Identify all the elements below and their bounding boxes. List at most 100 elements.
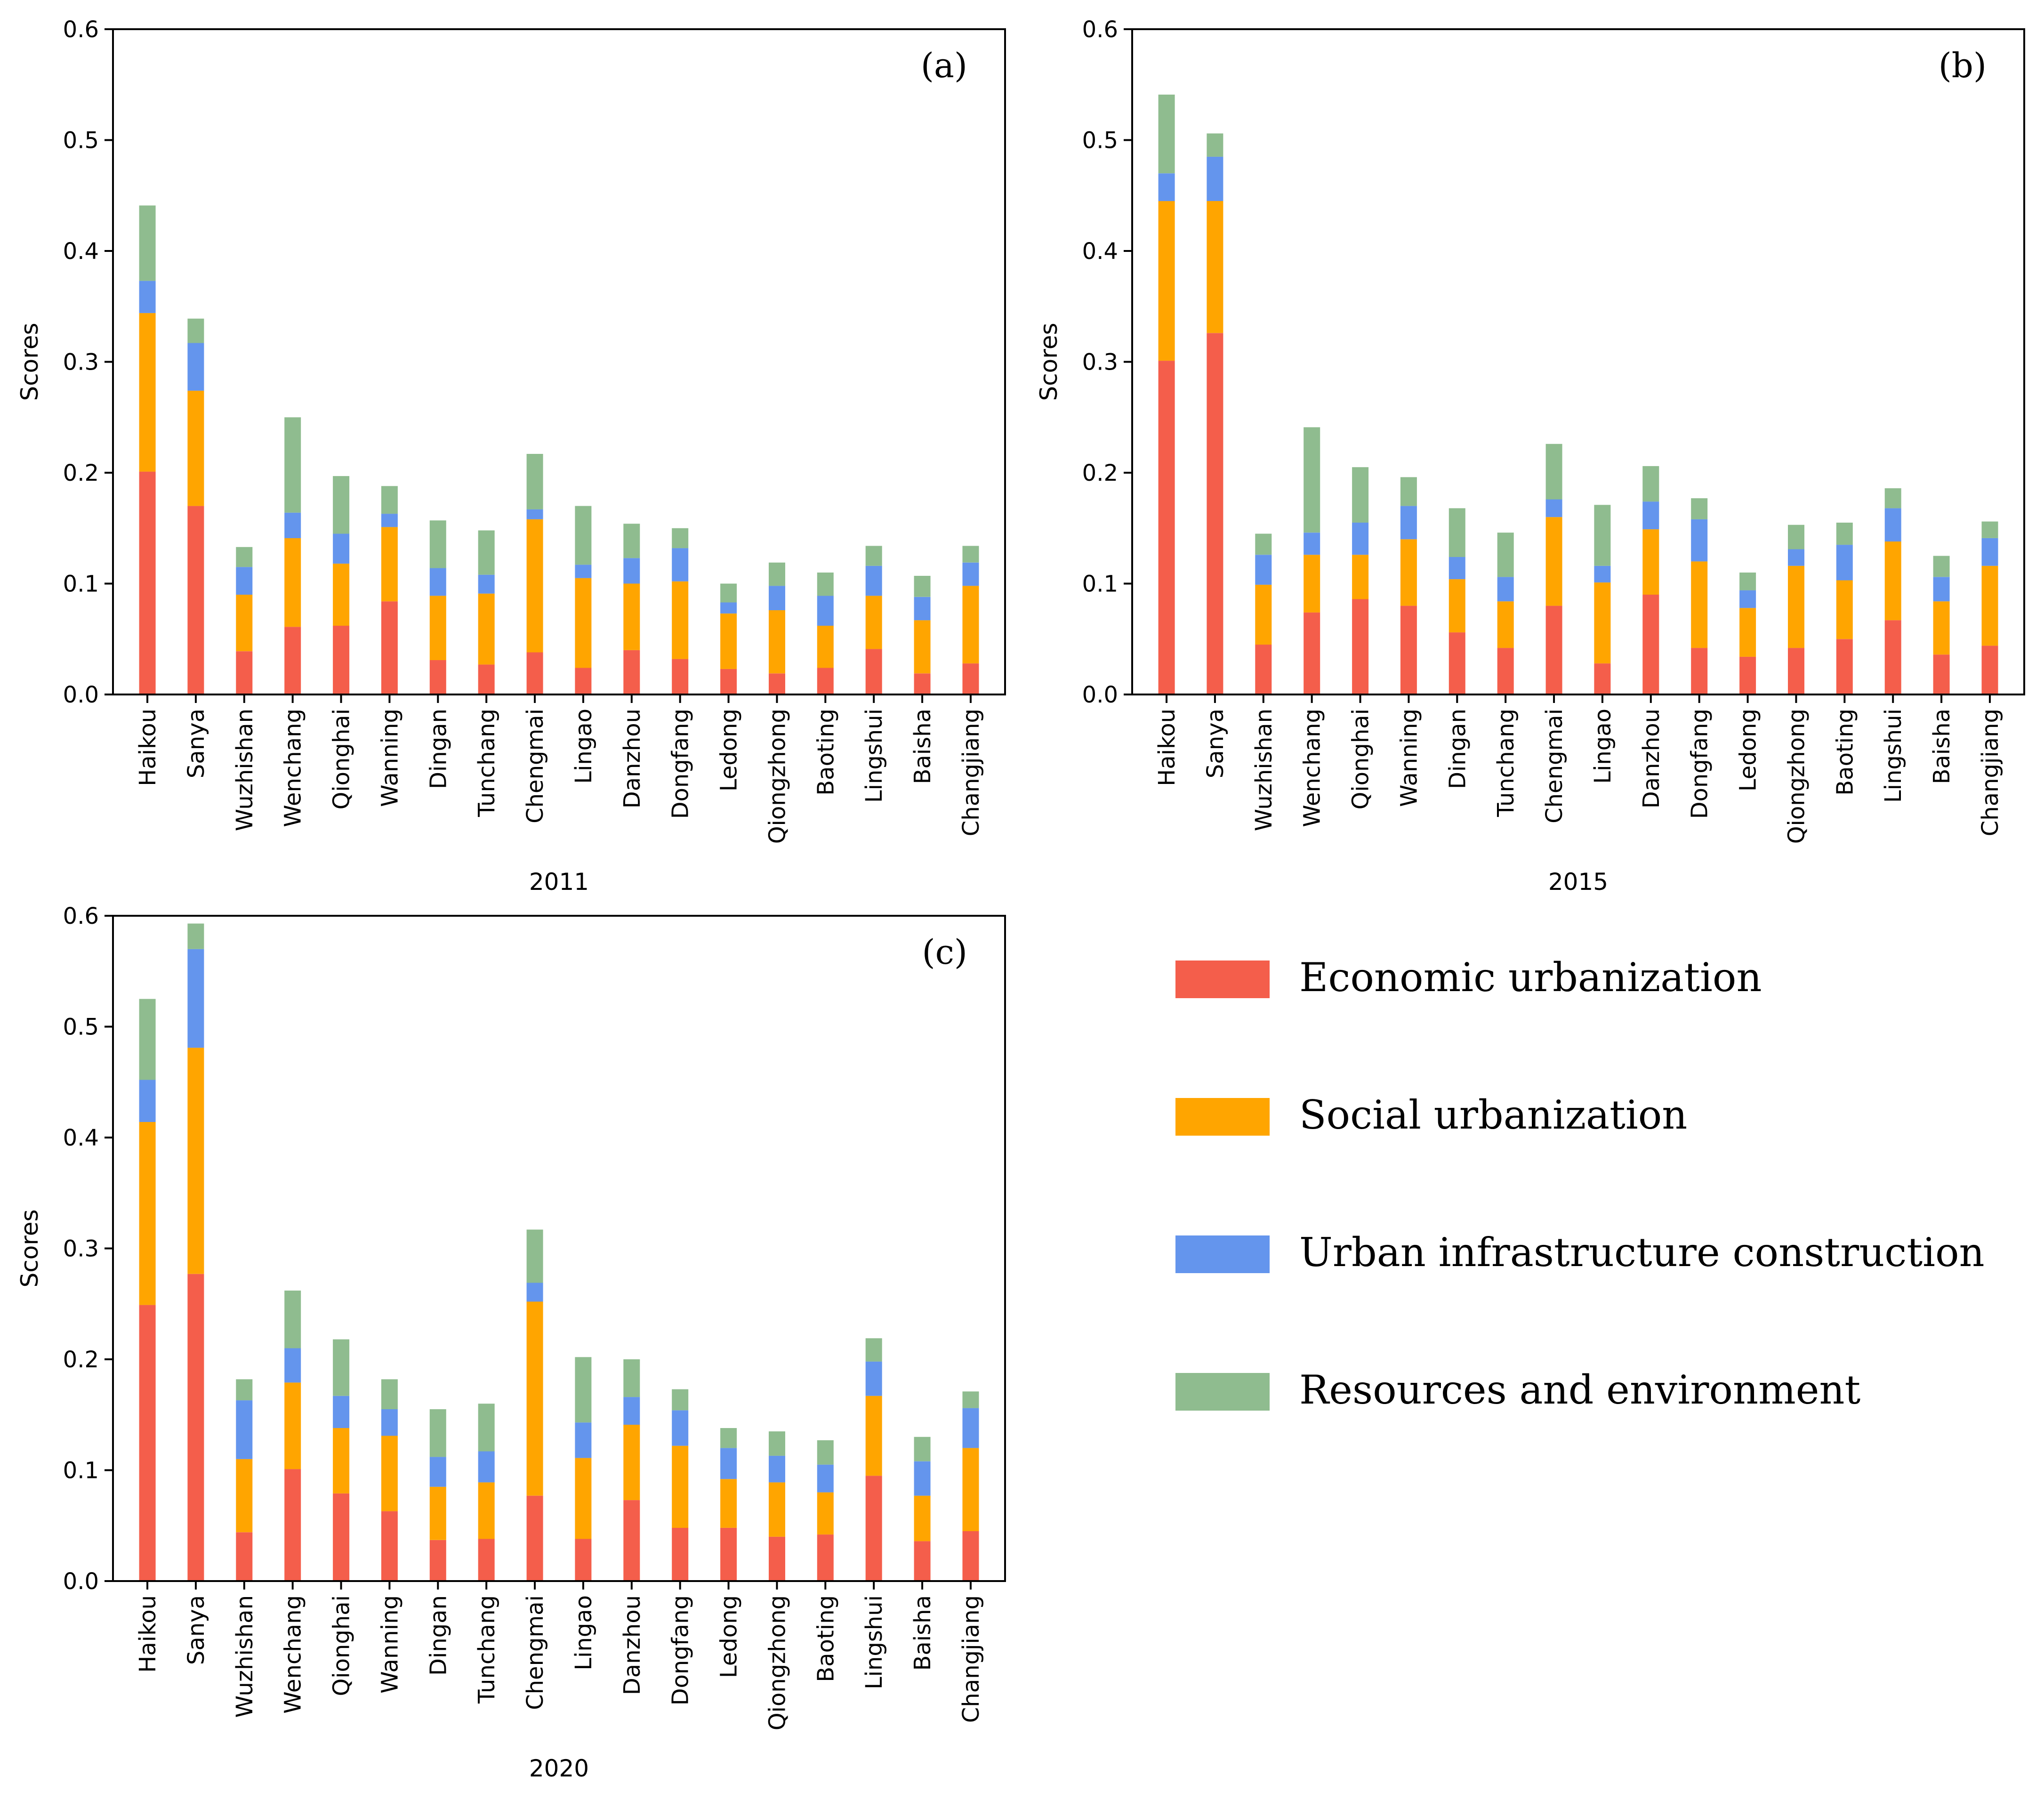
bar-resources-tunchang: [478, 1404, 495, 1452]
y-tick-label: 0.4: [63, 238, 99, 265]
bar-resources-lingshui: [865, 546, 882, 566]
x-tick-label: Dongfang: [1687, 709, 1713, 819]
bar-social-baoting: [1836, 580, 1853, 639]
bar-social-changjiang: [1981, 565, 1998, 646]
bar-economic-lingao: [575, 1539, 592, 1581]
bar-resources-wanning: [1400, 477, 1417, 506]
bar-infrastructure-changjiang: [1981, 538, 1998, 566]
legend: Economic urbanization Social urbanization…: [1175, 954, 1985, 1413]
x-tick-label: Wanning: [377, 709, 403, 807]
bar-resources-lingao: [575, 1357, 592, 1423]
x-tick-label: Dingan: [425, 1595, 451, 1676]
x-tick-label: Dongfang: [668, 1595, 694, 1705]
bar-infrastructure-wenchang: [284, 512, 301, 538]
bar-resources-chengmai: [526, 1229, 543, 1283]
x-tick-label: Baoting: [1832, 709, 1858, 796]
bar-economic-baisha: [914, 1541, 931, 1581]
x-tick-label: Baisha: [909, 1595, 936, 1671]
bar-infrastructure-dingan: [429, 568, 446, 596]
bar-infrastructure-dingan: [1449, 557, 1465, 580]
y-tick-label: 0.0: [63, 682, 99, 708]
bar-infrastructure-chengmai: [1545, 499, 1562, 517]
x-tick-label: Wenchang: [280, 1595, 306, 1714]
x-tick-label: Tunchang: [474, 709, 500, 817]
x-tick-label: Baoting: [813, 709, 839, 796]
bar-economic-wanning: [381, 1511, 398, 1581]
bar-resources-baoting: [817, 573, 834, 596]
bar-resources-dongfang: [1691, 498, 1708, 519]
bar-infrastructure-wuzhishan: [236, 567, 253, 595]
bar-infrastructure-changjiang: [962, 1408, 979, 1448]
bar-social-dingan: [429, 1486, 446, 1540]
bar-infrastructure-haikou: [1158, 173, 1175, 202]
bar-resources-qiongzhong: [769, 1431, 785, 1456]
y-tick-label: 0.2: [1082, 460, 1118, 486]
bar-economic-haikou: [139, 471, 156, 694]
bar-resources-lingao: [1594, 505, 1611, 566]
bar-resources-wenchang: [1304, 427, 1320, 533]
bar-infrastructure-tunchang: [478, 1451, 495, 1483]
bar-economic-wenchang: [1304, 612, 1320, 694]
bar-social-wenchang: [284, 1382, 301, 1469]
bar-resources-danzhou: [623, 524, 640, 558]
x-tick-label: Danzhou: [1638, 709, 1665, 808]
bar-social-danzhou: [623, 1424, 640, 1500]
bar-social-chengmai: [526, 519, 543, 653]
bar-social-lingshui: [865, 596, 882, 649]
bar-social-dongfang: [672, 1445, 689, 1528]
bar-resources-wuzhishan: [236, 1379, 253, 1401]
bar-economic-wenchang: [284, 627, 301, 694]
bar-social-sanya: [187, 390, 204, 506]
y-tick-label: 0.5: [63, 1014, 99, 1041]
bar-infrastructure-lingao: [1594, 565, 1611, 583]
x-tick-label: Lingao: [571, 1595, 597, 1671]
bar-social-qiongzhong: [769, 610, 785, 674]
bar-resources-dongfang: [672, 528, 689, 549]
bar-resources-wenchang: [284, 417, 301, 513]
y-tick-label: 0.6: [63, 16, 99, 43]
bar-infrastructure-wenchang: [284, 1348, 301, 1383]
bar-resources-qionghai: [333, 1339, 350, 1396]
y-axis-label: Scores: [16, 1209, 43, 1287]
bar-infrastructure-qiongzhong: [1788, 549, 1804, 566]
bar-infrastructure-dongfang: [672, 1410, 689, 1446]
y-tick-label: 0.6: [1082, 16, 1118, 43]
bar-infrastructure-wuzhishan: [1255, 555, 1272, 585]
bar-economic-qionghai: [333, 626, 350, 694]
chart-panel-a: 0.0 0.1 0.2 0.3 0.4 0.5 0.6 Haikou Sanya Wuzhisha…: [16, 16, 1006, 896]
bar-economic-dingan: [429, 660, 446, 694]
bar-economic-ledong: [1739, 656, 1756, 694]
bar-economic-haikou: [139, 1305, 156, 1581]
x-tick-label: Wenchang: [280, 709, 306, 827]
x-tick-label: Sanya: [1202, 709, 1229, 778]
bar-infrastructure-chengmai: [526, 1283, 543, 1302]
bar-infrastructure-dingan: [429, 1457, 446, 1487]
y-tick-label: 0.0: [1082, 682, 1118, 708]
bar-economic-baoting: [817, 1534, 834, 1581]
bar-social-sanya: [1207, 201, 1223, 333]
y-tick-label: 0.4: [63, 1125, 99, 1151]
bar-infrastructure-tunchang: [1497, 577, 1514, 602]
bar-social-haikou: [1158, 201, 1175, 361]
bar-resources-sanya: [187, 318, 204, 343]
x-tick-label: Haikou: [1154, 709, 1180, 786]
bar-resources-changjiang: [962, 546, 979, 563]
bar-social-changjiang: [962, 1448, 979, 1531]
x-tick-label: Haikou: [135, 709, 161, 786]
x-tick-label: Lingao: [571, 709, 597, 784]
x-axis-label: 2020: [529, 1755, 589, 1782]
x-tick-label: Qiongzhong: [764, 1595, 790, 1730]
bar-social-wanning: [381, 527, 398, 602]
y-tick-label: 0.1: [1082, 571, 1118, 597]
x-tick-label: Danzhou: [619, 709, 645, 808]
bar-social-wuzhishan: [236, 595, 253, 652]
bar-social-lingao: [575, 1458, 592, 1539]
y-tick-label: 0.1: [63, 1458, 99, 1484]
bar-social-chengmai: [526, 1301, 543, 1496]
bar-economic-ledong: [720, 669, 737, 694]
bar-infrastructure-baisha: [914, 597, 931, 621]
bar-social-qiongzhong: [769, 1482, 785, 1537]
x-tick-label: Danzhou: [619, 1595, 645, 1695]
x-tick-label: Dingan: [425, 709, 451, 789]
bar-infrastructure-wuzhishan: [236, 1400, 253, 1459]
